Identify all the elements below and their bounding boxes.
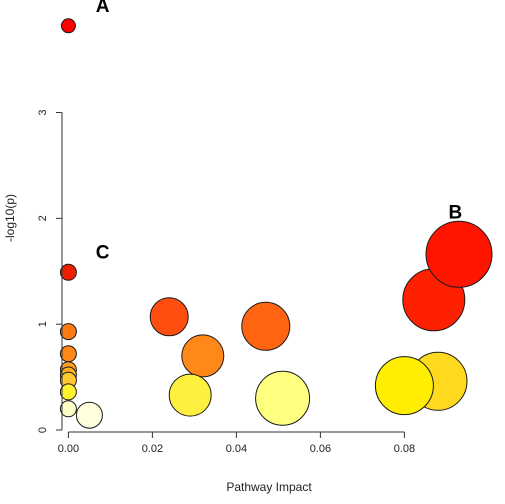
annotation-label-b: B — [449, 202, 463, 223]
data-point-14 — [255, 370, 311, 426]
data-point-11 — [181, 334, 225, 378]
x-tick-label-1: 0.02 — [142, 443, 163, 455]
data-point-12 — [168, 373, 212, 417]
x-tick-label-3: 0.06 — [310, 443, 331, 455]
x-tick-label-4: 0.08 — [394, 443, 415, 455]
data-point-9 — [75, 401, 103, 429]
data-point-8 — [59, 400, 77, 418]
data-point-18 — [425, 220, 493, 288]
data-point-2 — [59, 323, 77, 341]
y-tick-label-1: 1 — [37, 321, 49, 327]
data-point-13 — [241, 301, 291, 351]
annotations-layer: A B C — [96, 0, 463, 264]
x-tick-label-2: 0.04 — [226, 443, 247, 455]
data-point-1 — [59, 263, 77, 281]
data-point-7 — [59, 383, 77, 401]
points-layer — [59, 18, 493, 429]
data-point-0 — [60, 18, 76, 34]
x-axis-title: Pathway Impact — [226, 480, 312, 494]
annotation-label-c: C — [96, 243, 110, 264]
y-tick-label-3: 3 — [37, 109, 49, 115]
x-tick-label-0: 0.00 — [58, 443, 79, 455]
data-point-3 — [59, 345, 77, 363]
y-axis-title: -log10(p) — [3, 194, 17, 242]
data-point-10 — [149, 297, 189, 337]
annotation-label-a: A — [96, 0, 110, 17]
data-point-16 — [374, 356, 434, 416]
y-tick-label-0: 0 — [37, 427, 49, 433]
y-tick-label-2: 2 — [37, 215, 49, 221]
axes-layer: 0.00 0.02 0.04 0.06 0.08 0 1 2 3 — [37, 109, 415, 455]
